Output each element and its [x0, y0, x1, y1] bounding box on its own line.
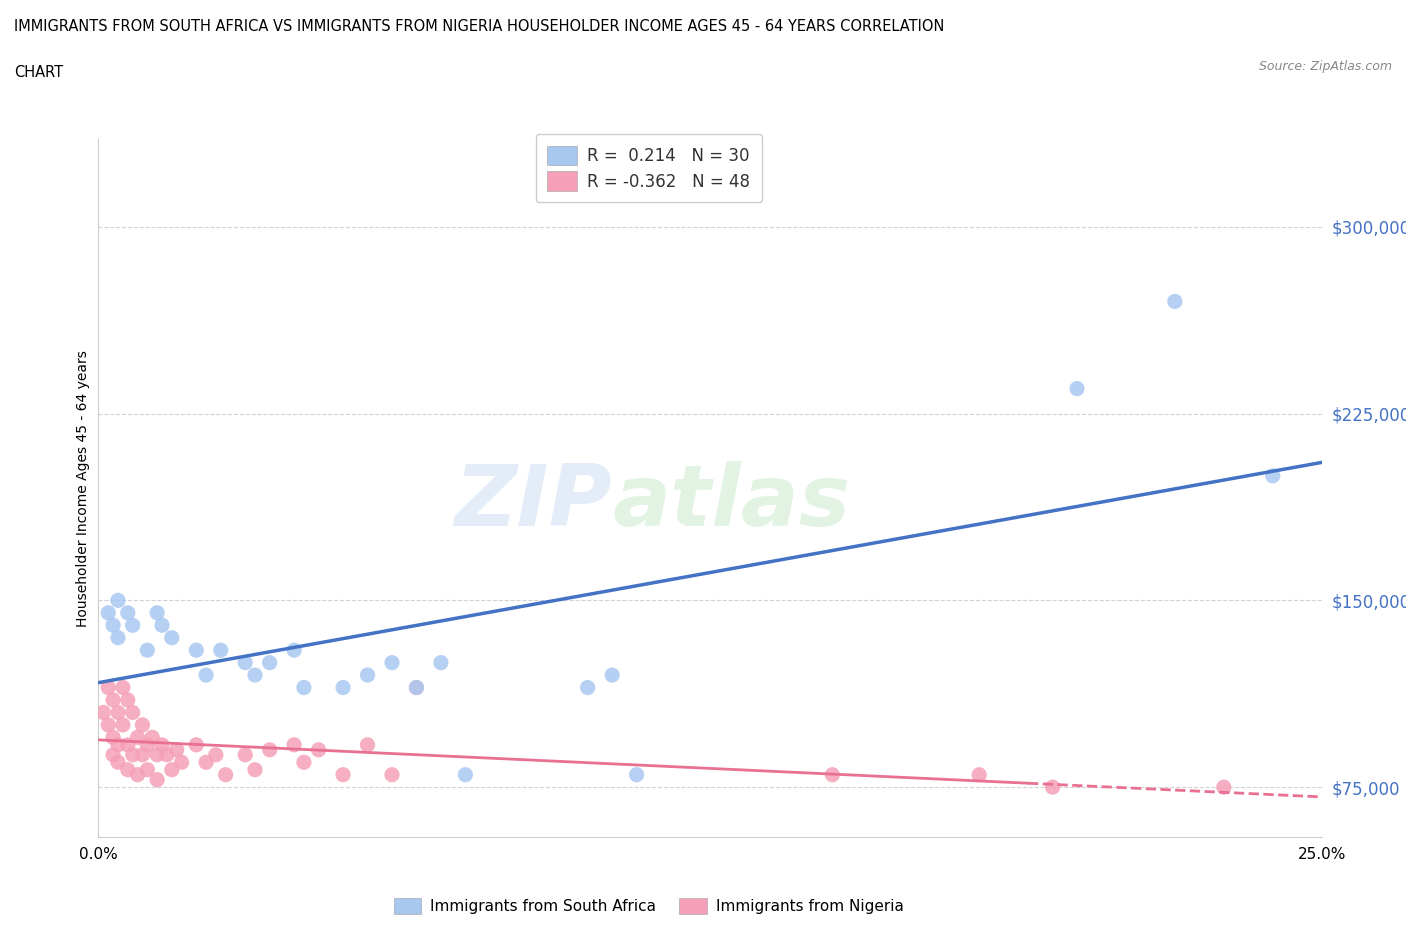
- Point: [166, 742, 188, 757]
- Point: [107, 755, 129, 770]
- Point: [356, 737, 378, 752]
- Point: [97, 717, 120, 732]
- Point: [1261, 469, 1284, 484]
- Point: [576, 680, 599, 695]
- Point: [214, 767, 236, 782]
- Point: [195, 668, 218, 683]
- Point: [136, 737, 159, 752]
- Point: [121, 748, 143, 763]
- Point: [186, 737, 208, 752]
- Point: [332, 767, 354, 782]
- Point: [97, 605, 120, 620]
- Point: [405, 680, 427, 695]
- Y-axis label: Householder Income Ages 45 - 64 years: Householder Income Ages 45 - 64 years: [76, 350, 90, 627]
- Point: [1212, 779, 1234, 794]
- Point: [146, 605, 169, 620]
- Point: [101, 693, 124, 708]
- Point: [600, 668, 623, 683]
- Point: [1164, 294, 1187, 309]
- Point: [233, 748, 256, 763]
- Point: [121, 618, 143, 632]
- Point: [405, 680, 427, 695]
- Point: [195, 755, 218, 770]
- Point: [292, 755, 315, 770]
- Point: [131, 748, 153, 763]
- Text: IMMIGRANTS FROM SOUTH AFRICA VS IMMIGRANTS FROM NIGERIA HOUSEHOLDER INCOME AGES : IMMIGRANTS FROM SOUTH AFRICA VS IMMIGRAN…: [14, 19, 945, 33]
- Point: [292, 680, 315, 695]
- Point: [381, 767, 404, 782]
- Point: [146, 748, 169, 763]
- Point: [170, 755, 193, 770]
- Point: [1066, 381, 1088, 396]
- Point: [111, 680, 134, 695]
- Point: [156, 748, 179, 763]
- Point: [150, 737, 173, 752]
- Point: [160, 763, 183, 777]
- Legend: Immigrants from South Africa, Immigrants from Nigeria: Immigrants from South Africa, Immigrants…: [388, 892, 910, 920]
- Text: CHART: CHART: [14, 65, 63, 80]
- Point: [356, 668, 378, 683]
- Point: [1042, 779, 1064, 794]
- Point: [332, 680, 354, 695]
- Point: [430, 655, 453, 670]
- Point: [209, 643, 232, 658]
- Point: [967, 767, 990, 782]
- Point: [91, 705, 114, 720]
- Point: [97, 680, 120, 695]
- Point: [283, 737, 305, 752]
- Point: [150, 618, 173, 632]
- Point: [308, 742, 330, 757]
- Point: [101, 748, 124, 763]
- Point: [160, 631, 183, 645]
- Point: [111, 717, 134, 732]
- Point: [259, 655, 281, 670]
- Point: [117, 693, 139, 708]
- Point: [259, 742, 281, 757]
- Point: [233, 655, 256, 670]
- Point: [107, 593, 129, 608]
- Text: Source: ZipAtlas.com: Source: ZipAtlas.com: [1258, 60, 1392, 73]
- Point: [107, 631, 129, 645]
- Point: [141, 730, 163, 745]
- Point: [205, 748, 228, 763]
- Point: [127, 767, 149, 782]
- Point: [146, 772, 169, 787]
- Point: [243, 668, 266, 683]
- Text: ZIP: ZIP: [454, 460, 612, 544]
- Point: [243, 763, 266, 777]
- Point: [117, 737, 139, 752]
- Point: [136, 763, 159, 777]
- Point: [821, 767, 844, 782]
- Point: [136, 643, 159, 658]
- Point: [626, 767, 648, 782]
- Point: [117, 763, 139, 777]
- Point: [131, 717, 153, 732]
- Point: [454, 767, 477, 782]
- Text: atlas: atlas: [612, 460, 851, 544]
- Point: [283, 643, 305, 658]
- Point: [107, 737, 129, 752]
- Point: [101, 618, 124, 632]
- Point: [186, 643, 208, 658]
- Point: [101, 730, 124, 745]
- Point: [107, 705, 129, 720]
- Point: [121, 705, 143, 720]
- Point: [127, 730, 149, 745]
- Point: [381, 655, 404, 670]
- Point: [117, 605, 139, 620]
